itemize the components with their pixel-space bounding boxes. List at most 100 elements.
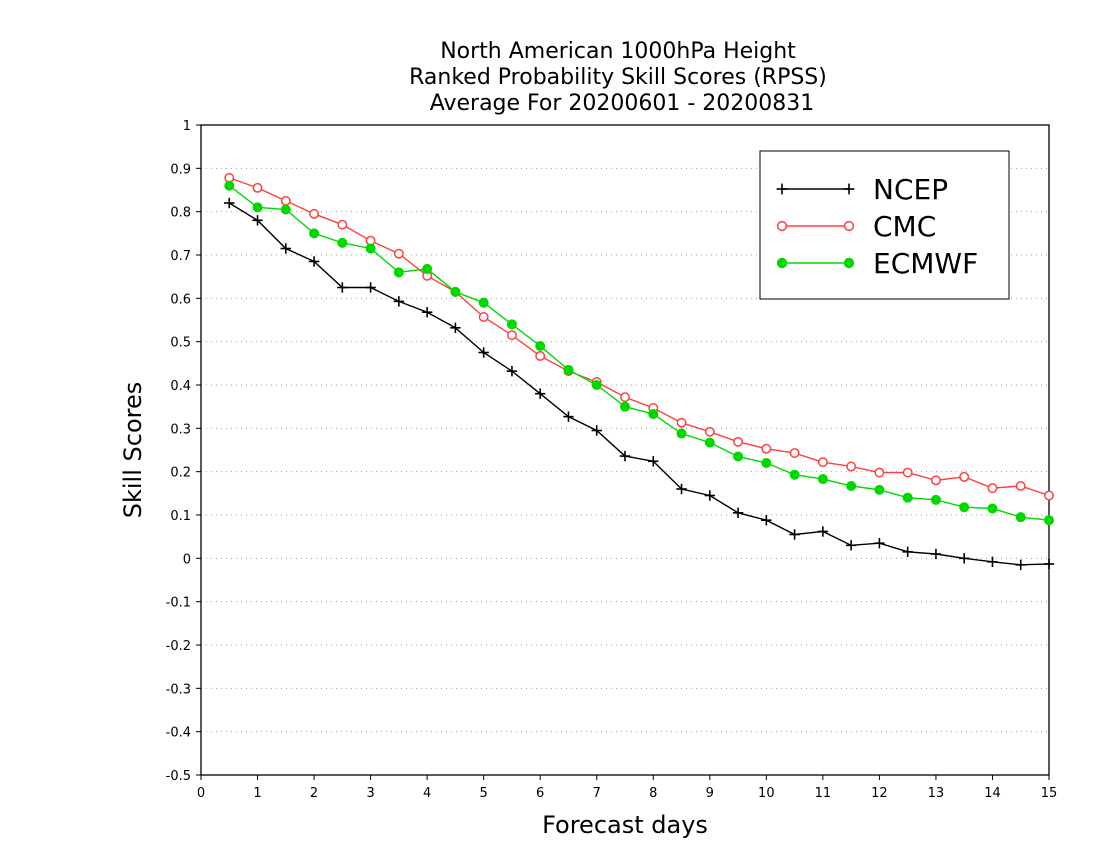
- legend: NCEP CMC ECMWF: [759, 150, 1010, 300]
- chart-title-line-3: Average For 20200601 - 20200831: [430, 91, 815, 116]
- ncep-data-point: [506, 365, 518, 377]
- cmc-data-point: [535, 351, 546, 361]
- cmc-data-point: [987, 483, 998, 494]
- cmc-data-point: [789, 448, 800, 458]
- ncep-data-point: [902, 546, 913, 558]
- ncep-data-point: [365, 282, 376, 293]
- ecmwf-data-point: [789, 469, 800, 480]
- ncep-data-point: [704, 490, 715, 501]
- legend-label-ecmwf: ECMWF: [873, 247, 978, 280]
- cmc-data-point: [959, 471, 970, 482]
- ncep-data-point: [478, 347, 489, 358]
- ecmwf-data-point: [648, 409, 659, 420]
- y-tick-label: -0.2: [166, 639, 191, 654]
- ncep-data-point: [563, 411, 574, 422]
- chart-title-line-1: North American 1000hPa Height: [440, 39, 796, 64]
- cmc-data-point: [1015, 481, 1026, 491]
- cmc-data-point: [393, 248, 404, 259]
- legend-label-cmc: CMC: [873, 210, 936, 243]
- y-tick-label: 0.6: [170, 292, 191, 307]
- ncep-data-point: [535, 388, 546, 399]
- cmc-data-point: [733, 436, 744, 447]
- cmc-data-point: [761, 443, 772, 454]
- y-tick-label: -0.3: [166, 682, 191, 697]
- ecmwf-data-point: [704, 437, 715, 448]
- x-tick-label: 8: [649, 786, 657, 801]
- cmc-data-point: [930, 475, 941, 486]
- ncep-data-point: [1043, 558, 1055, 570]
- x-tick-label: 12: [871, 786, 888, 801]
- ncep-data-point: [450, 322, 461, 333]
- ncep-data-point: [648, 456, 659, 467]
- ecmwf-data-point: [761, 458, 772, 468]
- ecmwf-data-point: [1044, 515, 1054, 526]
- ncep-data-point: [676, 483, 687, 495]
- ecmwf-data-point: [817, 474, 828, 485]
- ncep-data-point: [252, 215, 263, 226]
- cmc-data-point: [676, 417, 687, 428]
- cmc-data-point: [843, 220, 855, 232]
- cmc-data-point: [846, 461, 857, 472]
- cmc-data-point: [620, 392, 630, 403]
- legend-entry-ncep: NCEP: [776, 173, 948, 206]
- ecmwf-data-point: [535, 341, 546, 351]
- ecmwf-data-point: [563, 364, 574, 375]
- x-tick-label: 10: [758, 786, 775, 801]
- y-tick-label: 0.5: [170, 336, 191, 351]
- ecmwf-data-point: [450, 286, 461, 297]
- cmc-data-point: [478, 312, 489, 322]
- x-tick-label: 9: [706, 786, 714, 801]
- ncep-data-point: [959, 553, 970, 564]
- x-tick-label: 11: [815, 786, 832, 801]
- x-tick-label: 15: [1041, 786, 1058, 801]
- ecmwf-data-point: [733, 451, 744, 462]
- legend-box: [759, 150, 1010, 300]
- ncep-data-point: [874, 537, 885, 549]
- legend-entry-cmc: CMC: [776, 210, 936, 243]
- ncep-data-point: [843, 183, 855, 195]
- x-tick-label: 13: [928, 786, 945, 801]
- cmc-data-point: [776, 220, 788, 232]
- ecmwf-data-point: [337, 237, 348, 248]
- x-tick-label: 7: [593, 786, 601, 801]
- ncep-data-point: [761, 515, 772, 526]
- plot-axes: -0.5 -0.4 -0.3 -0.2 -0.1 0 0.1 0.2 0.3 0.4 0.5 0.6 0…: [166, 119, 1058, 801]
- x-tick-label: 2: [310, 786, 318, 801]
- x-tick-label: 0: [197, 786, 205, 801]
- x-tick-label: 14: [984, 786, 1001, 801]
- x-axis-label: Forecast days: [542, 811, 708, 839]
- y-tick-label: -0.5: [166, 769, 191, 784]
- y-tick-label: -0.4: [166, 726, 191, 741]
- ecmwf-data-point: [422, 263, 433, 274]
- cmc-data-point: [902, 467, 913, 478]
- ncep-data-point: [1015, 559, 1026, 571]
- cmc-series: [224, 172, 1054, 501]
- y-tick-label: 0.1: [170, 509, 191, 524]
- ecmwf-data-point: [776, 257, 788, 269]
- cmc-data-point: [309, 208, 320, 219]
- y-tick-label: -0.1: [166, 596, 191, 611]
- ncep-data-point: [591, 425, 602, 436]
- x-tick-label: 4: [423, 786, 431, 801]
- ncep-data-point: [776, 183, 788, 195]
- ecmwf-data-point: [874, 484, 885, 495]
- ecmwf-data-point: [676, 428, 687, 439]
- ncep-data-point: [421, 307, 433, 318]
- y-tick-label: 1: [183, 119, 191, 134]
- ecmwf-data-point: [280, 204, 291, 215]
- cmc-data-point: [817, 457, 828, 468]
- ecmwf-data-point: [620, 401, 630, 412]
- ecmwf-data-point: [1015, 512, 1026, 523]
- ecmwf-data-point: [506, 319, 517, 330]
- ecmwf-data-point: [843, 257, 855, 269]
- ncep-data-point: [987, 556, 998, 567]
- ecmwf-data-point: [365, 243, 376, 254]
- ncep-data-point: [817, 526, 829, 537]
- ncep-data-point: [619, 450, 631, 462]
- ncep-data-point: [337, 282, 348, 293]
- ecmwf-data-point: [591, 380, 602, 390]
- ecmwf-data-point: [902, 492, 913, 503]
- chart-title-line-2: Ranked Probability Skill Scores (RPSS): [409, 65, 827, 90]
- ecmwf-data-point: [478, 297, 489, 308]
